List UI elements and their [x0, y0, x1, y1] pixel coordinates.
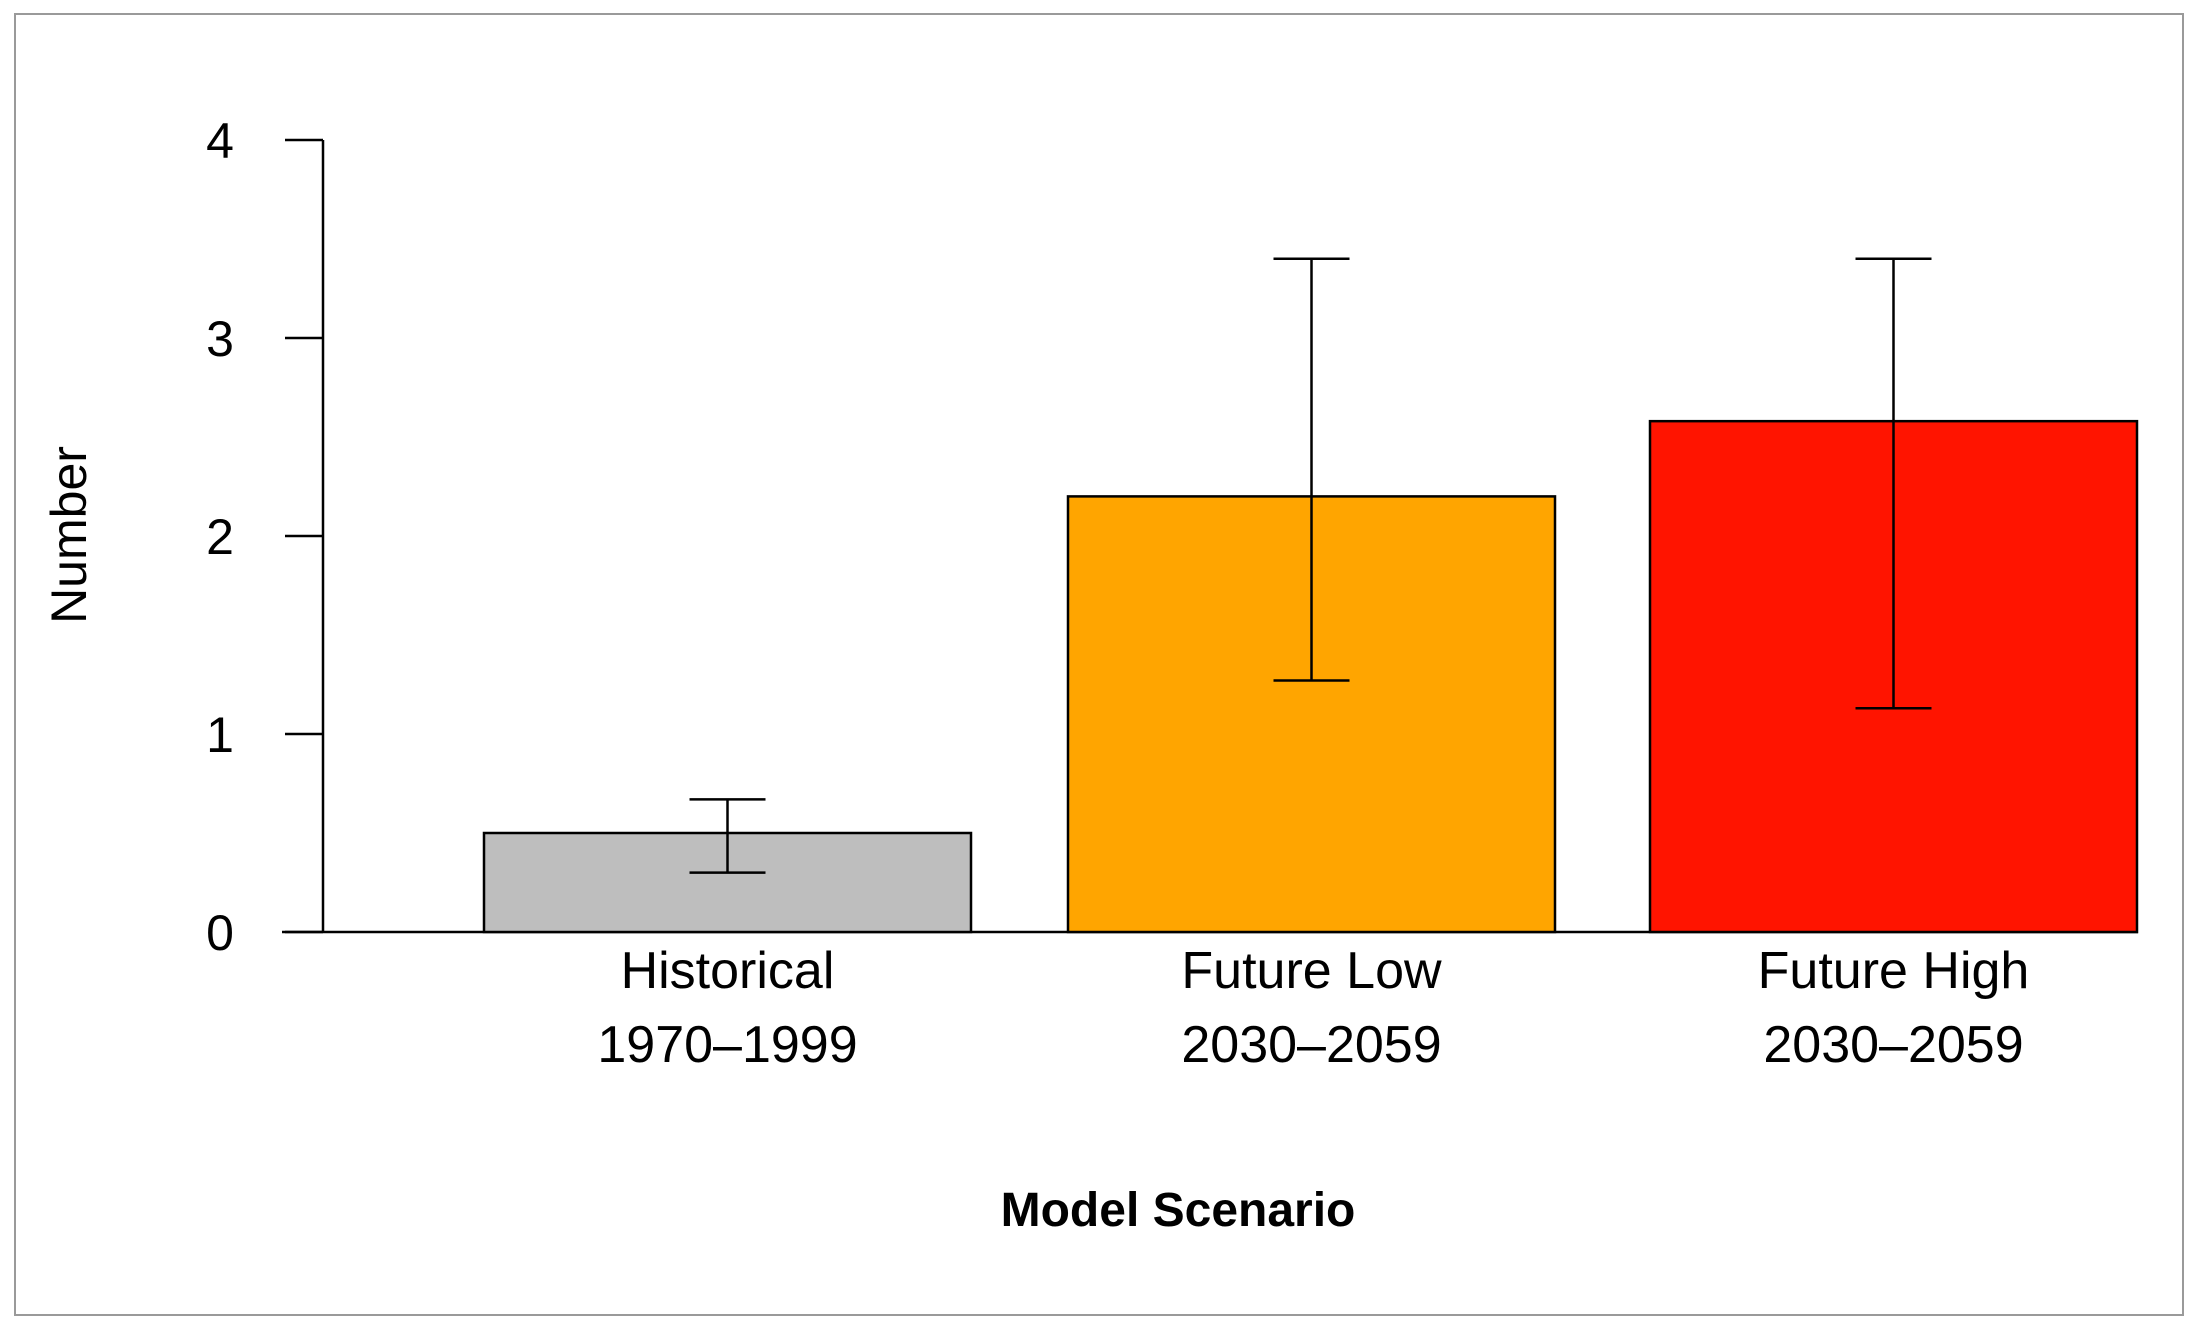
x-category-label: Historical [621, 942, 835, 1000]
y-axis-title: Number [41, 446, 97, 624]
y-tick-label: 3 [206, 311, 234, 367]
y-tick-label: 4 [206, 113, 234, 169]
y-tick-label: 1 [206, 707, 234, 763]
x-category-period-label: 2030–2059 [1181, 1016, 1441, 1074]
error-bars [689, 257, 1932, 874]
x-category-label: Future High [1758, 942, 2030, 1000]
y-tick-label: 2 [206, 509, 234, 565]
x-axis-labels: Historical 1970–1999 Future Low 2030–2059 Fu… [597, 942, 2029, 1074]
y-tick-label: 0 [206, 905, 234, 961]
x-axis-title: Model Scenario [1001, 1184, 1356, 1237]
x-category-label: Future Low [1181, 942, 1442, 1000]
x-category-period-label: 2030–2059 [1763, 1016, 2023, 1074]
x-category-period-label: 1970–1999 [597, 1016, 857, 1074]
